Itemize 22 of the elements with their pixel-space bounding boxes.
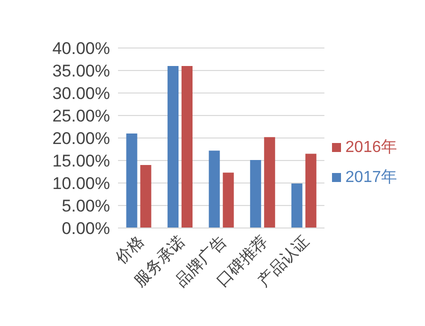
y-tick-label: 35.00%: [52, 62, 110, 81]
bar: [305, 154, 316, 228]
bar: [250, 160, 262, 228]
bar: [126, 134, 138, 228]
bar: [182, 66, 193, 228]
bar: [140, 165, 152, 228]
bar: [222, 172, 234, 228]
bar: [168, 66, 179, 228]
y-tick-label: 15.00%: [52, 152, 110, 171]
y-tick-label: 10.00%: [52, 174, 110, 194]
y-tick-label: 0.00%: [62, 219, 110, 238]
y-tick-label: 30.00%: [52, 84, 110, 104]
y-tick-label: 40.00%: [52, 39, 110, 58]
bar: [208, 150, 220, 228]
y-tick-label: 25.00%: [52, 106, 110, 126]
bar: [291, 183, 302, 228]
legend-label: 2016年: [345, 139, 397, 156]
y-tick-label: 5.00%: [62, 196, 110, 216]
legend-label: 2017年: [345, 169, 397, 186]
bar: [264, 137, 276, 228]
x-tick-label: 价格: [112, 232, 148, 268]
y-tick-label: 20.00%: [52, 129, 110, 148]
